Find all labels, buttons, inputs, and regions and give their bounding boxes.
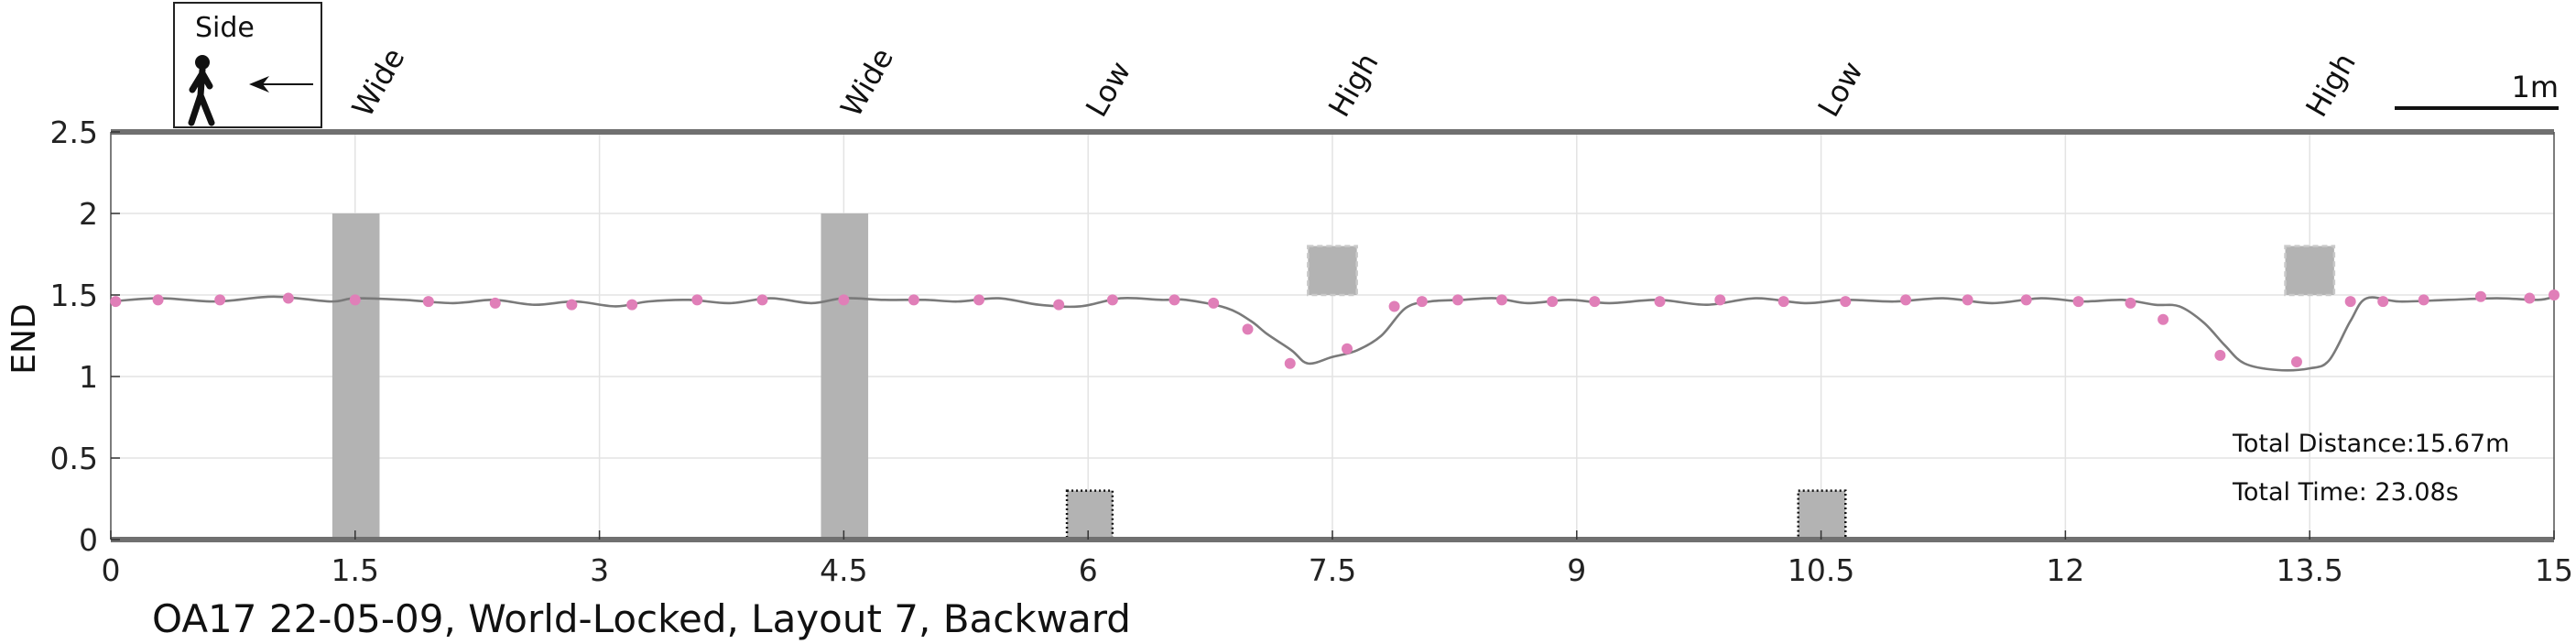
step-marker-28 [1654,296,1666,308]
step-marker-14 [973,294,985,306]
x-tick-label-5: 7.5 [1309,552,1356,588]
y-tick-label-2: 1 [79,359,98,395]
step-marker-17 [1168,294,1180,306]
obstacle-label-2: Wide [833,42,900,123]
obstacle-3 [1065,489,1114,541]
obstacle-1 [332,213,380,540]
y-tick-label-1: 0.5 [50,441,98,476]
obstacles [332,213,2336,541]
step-marker-32 [1900,294,1912,306]
step-marker-31 [1840,296,1852,308]
step-marker-11 [756,294,768,306]
step-marker-45 [2549,289,2560,300]
x-tick-label-7: 10.5 [1788,552,1854,588]
step-marker-36 [2125,297,2136,309]
step-marker-38 [2214,349,2226,361]
x-tick-label-0: 0 [102,552,121,588]
step-marker-42 [2418,294,2429,306]
view-legend-label: Side [195,12,255,44]
step-marker-9 [626,299,638,311]
total-time: Total Time: 23.08s [2232,478,2459,507]
scale-bar-label: 1m [2511,70,2559,104]
grid-lines [110,131,2555,540]
x-tick-labels: 0 1.5 3 4.5 6 7.5 9 10.5 12 13.5 15 [102,552,2574,588]
step-marker-41 [2377,296,2389,308]
step-marker-19 [1242,323,1254,335]
obstacle-label-5: Low [1811,55,1870,123]
x-tick-label-4: 6 [1079,552,1098,588]
view-legend: Side [173,2,322,128]
obstacle-6 [2284,245,2336,297]
y-tick-labels: 0 0.5 1 1.5 2 2.5 [50,115,98,558]
step-marker-34 [2020,294,2032,306]
step-marker-33 [1962,294,1973,306]
x-tick-label-6: 9 [1567,552,1586,588]
step-marker-2 [152,294,164,306]
step-marker-20 [1284,357,1296,369]
obstacle-4 [1307,245,1358,297]
x-tick-label-1: 1.5 [332,552,379,588]
step-marker-39 [2290,355,2302,367]
step-marker-24 [1451,294,1463,306]
obstacle-2 [821,213,869,540]
step-marker-13 [908,294,919,306]
step-marker-30 [1777,296,1789,308]
obstacle-label-4: High [1321,47,1386,123]
obstacle-5 [1797,489,1847,541]
x-tick-label-3: 4.5 [820,552,867,588]
step-markers [110,289,2560,369]
x-tick-label-2: 3 [590,552,609,588]
step-marker-15 [1053,299,1065,311]
trajectory-line [110,295,2555,372]
step-marker-12 [838,294,850,306]
step-marker-1 [110,296,122,308]
step-marker-40 [2344,296,2356,308]
step-marker-37 [2158,313,2169,325]
obstacle-label-1: Wide [345,42,412,123]
y-tick-label-5: 2.5 [50,115,98,150]
step-marker-5 [349,294,361,306]
scale-bar: 1m [2395,70,2559,110]
step-marker-21 [1342,343,1353,355]
step-marker-4 [282,292,294,304]
total-distance: Total Distance:15.67m [2232,430,2509,458]
step-marker-44 [2524,292,2536,304]
step-marker-18 [1208,297,1220,309]
obstacle-label-6: High [2299,47,2363,123]
plot-frame [110,129,2555,542]
step-marker-22 [1388,300,1400,312]
y-axis-label: END [5,303,43,374]
step-marker-27 [1589,296,1601,308]
obstacle-label-3: Low [1079,55,1137,123]
y-tick-label-3: 1.5 [50,278,98,313]
step-marker-10 [691,294,703,306]
step-marker-43 [2474,290,2486,302]
walking-person-icon [188,55,215,126]
y-tick-label-0: 0 [79,522,98,558]
step-marker-16 [1106,294,1118,306]
y-tick-label-4: 2 [79,196,98,232]
step-marker-26 [1547,296,1559,308]
step-marker-3 [214,294,226,306]
step-marker-35 [2072,296,2084,308]
step-marker-8 [566,299,578,311]
x-tick-label-9: 13.5 [2276,552,2342,588]
step-marker-25 [1495,294,1507,306]
obstacle-labels: Wide Wide Low High Low High [345,42,2363,123]
step-marker-23 [1416,296,1428,308]
x-tick-label-10: 15 [2535,552,2573,588]
step-marker-7 [489,297,501,309]
step-marker-6 [422,296,434,308]
arrow-left-icon [249,76,313,93]
figure-title: OA17 22-05-09, World-Locked, Layout 7, B… [152,596,1131,641]
x-tick-label-8: 12 [2046,552,2084,588]
step-marker-29 [1714,294,1726,306]
